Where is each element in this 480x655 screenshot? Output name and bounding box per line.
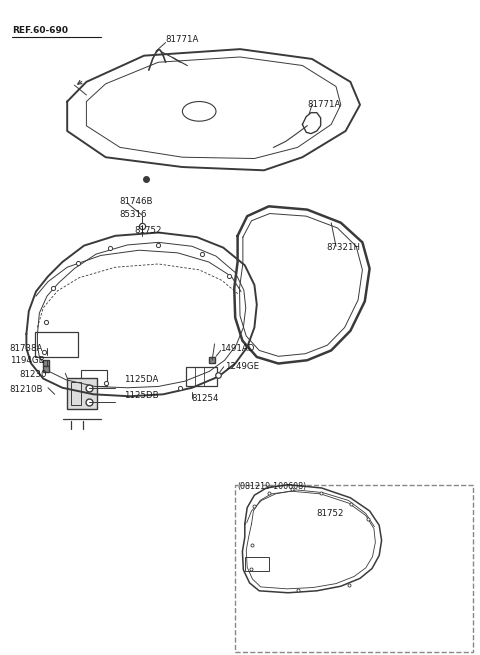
Text: (081219-100608): (081219-100608) <box>238 481 307 491</box>
Text: 1125DA: 1125DA <box>124 375 158 384</box>
Text: 81746B: 81746B <box>119 197 153 206</box>
Bar <box>35 332 78 357</box>
Text: REF.60-690: REF.60-690 <box>12 26 68 35</box>
Text: 81771A: 81771A <box>166 35 199 44</box>
Bar <box>71 382 81 405</box>
Bar <box>81 370 107 386</box>
Text: 1194GB: 1194GB <box>10 356 44 365</box>
Bar <box>245 557 269 571</box>
Text: 81771A: 81771A <box>307 100 341 109</box>
Text: 81752: 81752 <box>317 509 344 518</box>
Text: 81230: 81230 <box>19 370 47 379</box>
Text: 81752: 81752 <box>134 226 162 235</box>
Text: 1125DB: 1125DB <box>124 391 158 400</box>
Text: 85316: 85316 <box>119 210 146 219</box>
Text: 81738A: 81738A <box>10 344 43 353</box>
Text: 1249GE: 1249GE <box>225 362 259 371</box>
Text: 81210B: 81210B <box>10 384 43 394</box>
Bar <box>67 378 97 409</box>
Bar <box>235 485 473 652</box>
Text: 87321H: 87321H <box>326 243 360 252</box>
Text: 1491AD: 1491AD <box>220 344 254 353</box>
Bar <box>186 367 217 386</box>
Text: 81254: 81254 <box>191 394 218 403</box>
